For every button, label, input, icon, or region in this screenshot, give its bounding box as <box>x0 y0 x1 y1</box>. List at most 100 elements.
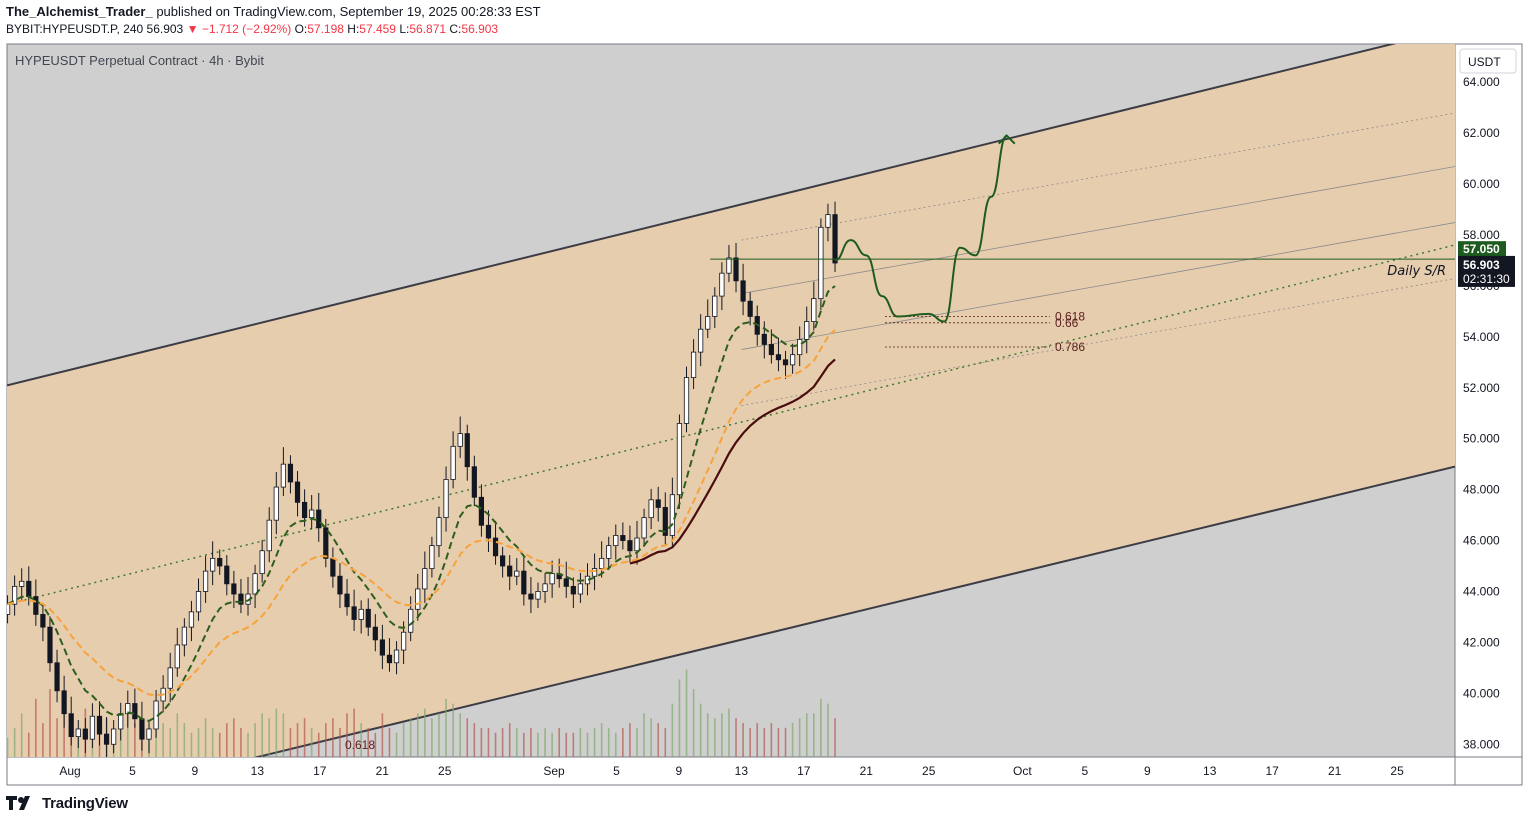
candle <box>379 639 385 656</box>
publish-info: The_Alchemist_Trader_ published on Tradi… <box>6 4 541 20</box>
candle <box>811 298 817 322</box>
author-name[interactable]: The_Alchemist_Trader_ <box>6 4 153 19</box>
volume-bar <box>353 708 355 757</box>
volume-bar <box>233 718 235 757</box>
candle <box>683 377 690 424</box>
candle <box>12 585 18 605</box>
price-change: −1.712 (−2.92%) <box>201 22 292 36</box>
volume-bar <box>332 718 334 757</box>
volume-bar <box>664 727 667 757</box>
volume-bar <box>593 727 596 757</box>
candle <box>96 715 103 735</box>
volume-bar <box>452 703 454 757</box>
candle <box>47 626 53 664</box>
candle <box>606 545 612 559</box>
fib-label: 0.786 <box>1055 340 1085 354</box>
candle <box>464 433 470 468</box>
volume-bar <box>834 718 836 757</box>
candle <box>712 295 718 317</box>
volume-bar <box>515 727 518 757</box>
ema-slow-line <box>7 329 836 697</box>
candle <box>492 537 499 557</box>
y-tick-label: 44.000 <box>1463 584 1500 598</box>
candle <box>528 593 534 600</box>
candle <box>655 499 661 508</box>
volume-bar <box>296 723 299 757</box>
volume-bar <box>629 723 631 757</box>
volume-bar <box>530 727 532 757</box>
symbol-label: BYBIT:HYPEUSDT.P, 240 <box>6 22 144 36</box>
volume-bar <box>565 732 568 757</box>
volume-bar <box>197 727 200 757</box>
volume-bar <box>777 727 780 757</box>
volume-bar <box>607 727 610 757</box>
volume-bar <box>643 713 645 757</box>
volume-bar <box>501 727 504 757</box>
parallel-line <box>741 112 1455 241</box>
x-tick-label: 5 <box>1081 764 1088 778</box>
candle <box>436 517 442 547</box>
volume-bar <box>56 718 58 757</box>
x-tick-label: 17 <box>797 764 811 778</box>
candle <box>591 568 598 577</box>
y-tick-label: 42.000 <box>1463 635 1500 649</box>
volume-bar <box>749 727 751 757</box>
close-value: 56.903 <box>461 22 499 36</box>
volume-bar <box>678 679 681 757</box>
candle <box>365 608 371 628</box>
x-tick-label: 21 <box>1328 764 1342 778</box>
candle <box>174 644 180 669</box>
volume-bar <box>317 732 320 757</box>
volume-bar <box>827 703 829 757</box>
candle <box>705 316 711 330</box>
volume-bar <box>162 723 164 757</box>
x-tick-label: 9 <box>676 764 683 778</box>
candle <box>415 588 421 610</box>
volume-bar <box>126 713 129 757</box>
volume-bar <box>600 723 603 757</box>
ema-fast-line <box>7 285 836 722</box>
candle <box>294 481 301 503</box>
y-tick-label: 60.000 <box>1463 177 1500 191</box>
candle <box>188 611 195 628</box>
x-tick-label: 9 <box>192 764 199 778</box>
candle <box>146 728 152 740</box>
tradingview-brand[interactable]: TradingView <box>6 794 128 812</box>
candle <box>577 583 584 595</box>
volume-bar <box>7 737 9 757</box>
candle <box>280 463 286 488</box>
candle <box>634 537 640 552</box>
x-tick-label: 25 <box>1390 764 1404 778</box>
candle <box>521 570 527 595</box>
candle <box>478 496 485 526</box>
candle <box>337 575 343 595</box>
currency-label[interactable]: USDT <box>1468 55 1501 69</box>
volume-bar <box>480 727 483 757</box>
candle <box>167 667 173 689</box>
volume-bar <box>699 703 702 757</box>
candle <box>132 703 138 720</box>
candle <box>507 565 513 577</box>
candle <box>139 718 145 740</box>
fib-label: 0.66 <box>1055 316 1079 330</box>
candle <box>648 499 654 519</box>
brand-name: TradingView <box>42 794 128 812</box>
volume-bar <box>63 703 65 757</box>
volume-bar <box>395 732 398 757</box>
volume-bar <box>13 727 16 757</box>
candle <box>7 603 11 615</box>
x-tick-label: 13 <box>735 764 749 778</box>
channel-lower-line <box>253 465 1455 757</box>
candle <box>351 606 357 620</box>
candle <box>111 728 117 745</box>
candle <box>599 557 605 569</box>
last-price: 56.903 <box>146 22 184 36</box>
candle <box>768 344 774 356</box>
candle <box>740 280 746 302</box>
parallel-line <box>741 166 1455 294</box>
candle <box>224 565 230 585</box>
y-tick-label: 54.000 <box>1463 330 1500 344</box>
volume-bar <box>671 703 674 757</box>
